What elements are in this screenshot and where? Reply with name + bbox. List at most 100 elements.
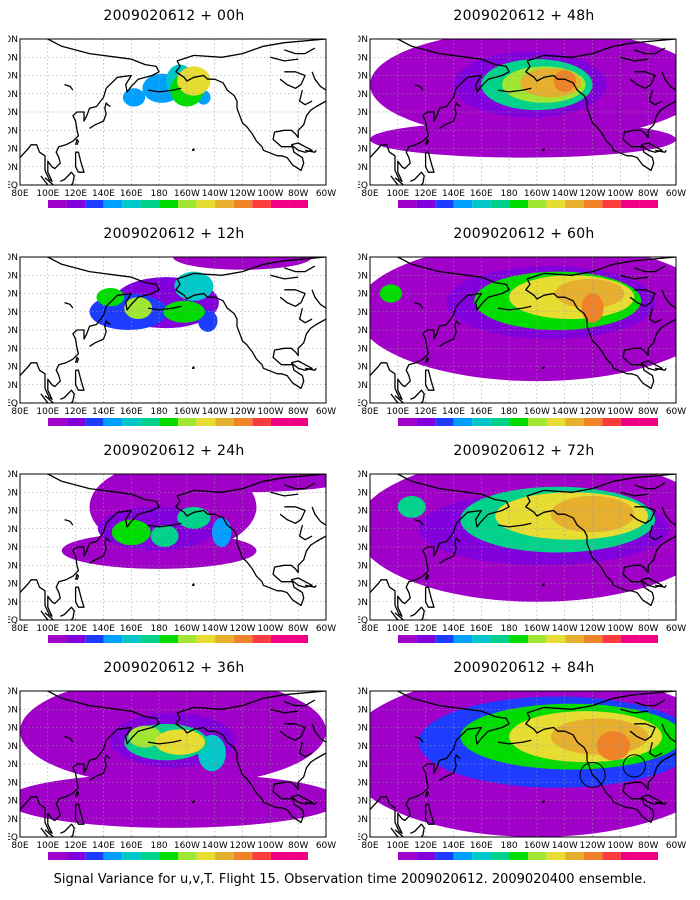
coastline bbox=[290, 142, 313, 153]
colorbar-tick-label: 21 bbox=[598, 210, 607, 211]
colorbar: 1.6 2.2 3.1 4 5.1 6.3 7.5 9 11 14 21 29 40 bbox=[398, 635, 658, 646]
colorbar-tick-label: 5.1 bbox=[485, 645, 496, 646]
lon-label: 140W bbox=[552, 189, 578, 199]
coastline bbox=[640, 142, 663, 153]
colorbar-swatch bbox=[583, 635, 603, 643]
colorbar-swatch bbox=[66, 418, 86, 426]
colorbar-swatch bbox=[48, 852, 67, 860]
colorbar-swatch bbox=[639, 852, 658, 860]
colorbar-tick-label: 21 bbox=[248, 428, 257, 429]
colorbar-tick-label: 29 bbox=[616, 428, 625, 429]
lat-label: 60N bbox=[358, 290, 368, 300]
lat-label: 70N bbox=[358, 488, 368, 498]
lon-label: 140W bbox=[202, 189, 228, 199]
lon-label: 100W bbox=[257, 407, 283, 417]
lon-label: 80W bbox=[638, 624, 658, 634]
lat-label: 80N bbox=[358, 35, 368, 45]
colorbar-tick-label: 6.3 bbox=[154, 645, 165, 646]
lat-label: 80N bbox=[8, 687, 18, 697]
colorbar-swatch bbox=[215, 200, 234, 208]
lon-label: 180 bbox=[500, 189, 517, 199]
colorbar-tick-label: 4 bbox=[470, 428, 475, 429]
colorbar-swatch bbox=[620, 635, 640, 643]
colorbar-swatch bbox=[620, 200, 640, 208]
coastline bbox=[191, 148, 195, 151]
coastline bbox=[439, 537, 461, 564]
coastlines bbox=[20, 257, 326, 403]
variance-region bbox=[96, 288, 125, 307]
grid-lines bbox=[20, 39, 326, 185]
lat-label: 40N bbox=[8, 760, 18, 770]
colorbar-tick-label: 21 bbox=[598, 428, 607, 429]
coastline bbox=[175, 691, 326, 824]
colorbar-tick-label: 40 bbox=[635, 210, 644, 211]
colorbar-swatch bbox=[565, 418, 584, 426]
coastline bbox=[290, 794, 313, 805]
lon-label: 120E bbox=[64, 624, 87, 634]
lat-label: EQ bbox=[8, 833, 18, 843]
lon-label: 160W bbox=[174, 407, 200, 417]
colorbar-swatch bbox=[472, 635, 491, 643]
lat-label: EQ bbox=[358, 181, 368, 191]
colorbar-tick-label: 5.1 bbox=[135, 428, 146, 429]
lon-label: 160W bbox=[524, 841, 550, 851]
colorbar-tick-label: 9 bbox=[544, 210, 548, 211]
coastline bbox=[60, 606, 75, 620]
lon-label: 80W bbox=[638, 407, 658, 417]
coastline bbox=[311, 506, 326, 526]
panel-24h: 2009020612 + 24h 80N 70N 60N 50N 40N 30N 20N 10… bbox=[8, 442, 340, 646]
lon-label: 100E bbox=[36, 624, 59, 634]
colorbar-swatch bbox=[639, 200, 658, 208]
colorbar-swatch bbox=[472, 200, 491, 208]
coastline bbox=[648, 741, 663, 758]
map-frame bbox=[19, 256, 327, 404]
colorbar-tick-label: 1.6 bbox=[411, 645, 423, 646]
colorbar-tick-label: 6.3 bbox=[504, 645, 515, 646]
highlight-ring bbox=[579, 761, 606, 788]
colorbar-tick-label: 9 bbox=[544, 645, 548, 646]
colorbar-swatch bbox=[196, 635, 216, 643]
variance-region bbox=[177, 66, 211, 96]
map-frame bbox=[369, 256, 677, 404]
colorbar-swatch bbox=[435, 635, 454, 643]
lon-label: 80W bbox=[638, 189, 658, 199]
coastline bbox=[640, 577, 663, 588]
colorbar-tick-label: 40 bbox=[635, 645, 644, 646]
colorbar-tick-label: 4 bbox=[470, 862, 475, 863]
colorbar-swatch bbox=[178, 852, 197, 860]
coastline bbox=[89, 537, 111, 564]
lat-label: 30N bbox=[8, 344, 18, 354]
lat-label: 40N bbox=[8, 326, 18, 336]
coastline bbox=[284, 482, 316, 490]
colorbar-tick-label: 9 bbox=[544, 428, 548, 429]
variance-region bbox=[154, 729, 205, 755]
coastline bbox=[424, 369, 435, 391]
colorbar-tick-label: 2.2 bbox=[430, 210, 441, 211]
coastline bbox=[424, 138, 430, 146]
panel-title: 2009020612 + 12h bbox=[103, 226, 245, 242]
lon-label: 80E bbox=[361, 624, 378, 634]
colorbar-tick-label: 5.1 bbox=[485, 210, 496, 211]
lat-label: 50N bbox=[358, 525, 368, 535]
lat-label: 40N bbox=[358, 760, 368, 770]
colorbar-tick-label: 4 bbox=[120, 210, 125, 211]
colorbar-tick-label: 6.3 bbox=[154, 210, 165, 211]
variance-region bbox=[553, 70, 576, 92]
lat-label: 20N bbox=[358, 363, 368, 373]
colorbar-swatch bbox=[122, 200, 141, 208]
colorbar-swatch bbox=[528, 852, 547, 860]
colorbar-swatch bbox=[215, 852, 234, 860]
colorbar-tick-label: 7.5 bbox=[172, 862, 183, 863]
colorbar-swatch bbox=[85, 200, 104, 208]
colorbar-swatch bbox=[472, 852, 491, 860]
colorbar-swatch bbox=[270, 852, 290, 860]
colorbar-tick-label: 9 bbox=[194, 645, 198, 646]
colorbar-tick-label: 6.3 bbox=[504, 428, 515, 429]
lon-label: 120W bbox=[580, 624, 606, 634]
lon-label: 140E bbox=[442, 407, 465, 417]
coastline bbox=[541, 800, 545, 803]
colorbar-swatch bbox=[398, 852, 417, 860]
colorbar-swatch bbox=[602, 852, 621, 860]
variance-region bbox=[581, 293, 604, 323]
